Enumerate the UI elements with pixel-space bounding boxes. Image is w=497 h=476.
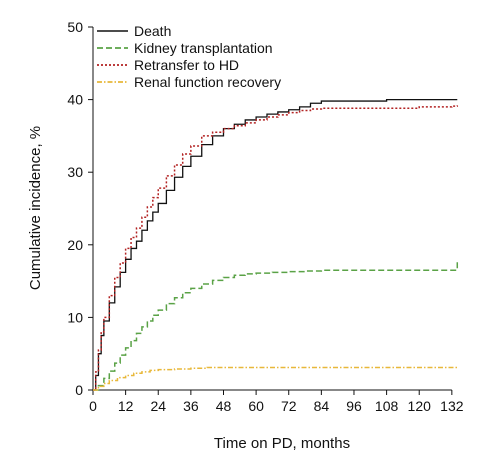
series-line-kidney-transplantation [93,262,459,391]
y-axis-title: Cumulative incidence, % [27,126,44,290]
x-tick-label: 48 [216,398,232,414]
x-tick-label: 0 [89,398,97,414]
x-tick-label: 72 [281,398,297,414]
legend-label-renal-function-recovery: Renal function recovery [134,74,281,90]
series-line-retransfer-to-hd [93,105,459,391]
series-line-renal-function-recovery [93,366,458,391]
legend-label-kidney-transplantation: Kidney transplantation [134,40,273,56]
y-tick-label: 50 [67,19,83,35]
x-tick-label: 132 [440,398,464,414]
x-tick-label: 60 [248,398,264,414]
legend-label-death: Death [134,23,171,39]
y-tick-label: 40 [67,92,83,108]
x-tick-label: 96 [346,398,362,414]
x-tick-label: 108 [375,398,399,414]
series-layer [93,98,459,391]
series-line-death [93,98,458,391]
y-tick-label: 0 [75,382,83,398]
x-ticks: 0 12 24 36 48 60 72 84 96 108 120 132 [89,390,464,414]
x-axis-title: Time on PD, months [214,435,350,452]
legend-label-retransfer-to-hd: Retransfer to HD [134,57,239,73]
y-ticks: 0 10 20 30 40 50 [67,19,93,398]
y-tick-label: 20 [67,237,83,253]
x-tick-label: 36 [183,398,199,414]
x-tick-label: 120 [408,398,432,414]
y-tick-label: 10 [67,309,83,325]
x-tick-label: 24 [150,398,166,414]
y-tick-label: 30 [67,164,83,180]
x-tick-label: 84 [314,398,330,414]
axes [92,27,452,391]
x-tick-label: 12 [118,398,134,414]
